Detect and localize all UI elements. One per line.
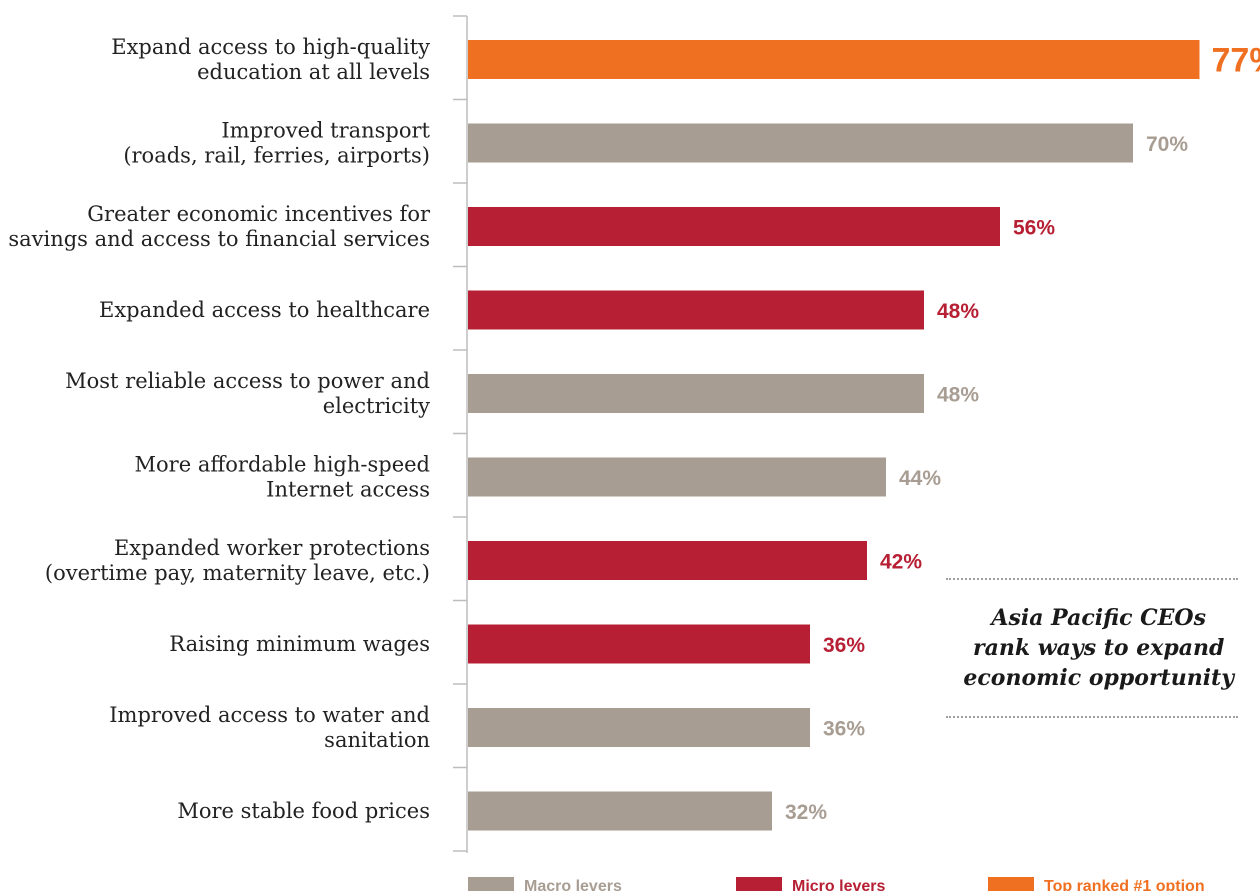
category-labels: Expand access to high-quality education a… [8,35,431,823]
bar-micro [468,207,1000,246]
category-label: Expanded access to healthcare [99,298,430,322]
value-label: 32% [785,801,827,824]
value-label: 48% [937,384,979,407]
category-label: More affordable high-speed Internet acces… [135,453,430,502]
value-labels: 77% 70% 56% 48% 48% 44% 42% 36% 36% 32% [785,42,1260,825]
annotation-box: Asia Pacific CEOs rank ways to expand ec… [946,578,1238,718]
bar-micro [468,541,867,580]
legend-label-top: Top ranked #1 option [1044,878,1205,891]
category-label: Improved transport (roads, rail, ferries,… [123,119,430,168]
bar-macro [468,123,1133,163]
category-label: Expand access to high-quality education a… [111,35,430,84]
legend-label-macro: Macro levers [524,878,622,891]
category-label: More stable food prices [177,799,430,823]
value-label: 77% [1212,42,1260,80]
bar-macro [468,791,772,831]
bar-micro [468,624,810,664]
y-axis [453,15,468,853]
category-label: Expanded worker protections (overtime pay… [45,536,430,585]
bars [468,40,1200,831]
bar-macro [468,457,886,497]
category-label: Most reliable access to power and electri… [65,369,430,418]
value-label: 70% [1146,133,1188,156]
value-label: 44% [899,467,941,490]
value-label: 48% [937,300,979,323]
legend-swatch-micro [736,877,782,891]
legend-swatch-macro [468,877,514,891]
bar-macro [468,708,810,747]
legend-swatch-top [988,877,1034,891]
bar-micro [468,290,924,330]
bar-macro [468,374,924,413]
value-label: 56% [1013,217,1055,240]
legend-label-micro: Micro levers [792,878,885,891]
value-label: 42% [880,551,922,574]
annotation-text: Asia Pacific CEOs rank ways to expand ec… [963,605,1234,691]
value-label: 36% [823,718,865,741]
category-label: Improved access to water and sanitation [109,703,430,752]
bar-top [468,40,1200,79]
legend: Macro levers Micro levers Top ranked #1 op… [468,877,1205,891]
category-label: Greater economic incentives for savings a… [8,202,431,251]
value-label: 36% [823,634,865,657]
category-label: Raising minimum wages [169,632,430,656]
